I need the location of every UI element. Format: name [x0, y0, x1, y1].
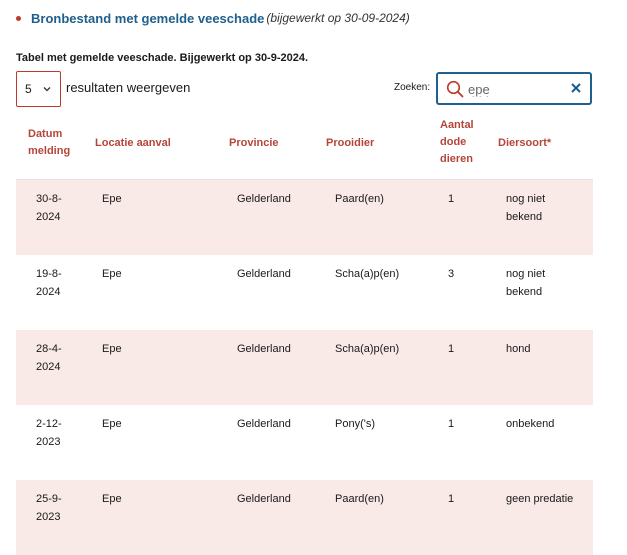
- cell-location: Epe: [102, 193, 122, 205]
- table-row: 30-8-2024 Epe Gelderland Paard(en) 1 nog…: [16, 180, 593, 255]
- cell-count: 1: [448, 343, 455, 355]
- chevron-down-icon: [43, 87, 51, 92]
- cell-location: Epe: [102, 343, 122, 355]
- cell-location: Epe: [102, 418, 122, 430]
- cell-prey: Pony('s): [335, 418, 375, 430]
- table-header: Datum melding Locatie aanval Provincie P…: [16, 110, 593, 180]
- cell-prey: Paard(en): [335, 193, 384, 205]
- search-input[interactable]: [468, 79, 568, 99]
- cell-prey: Scha(a)p(en): [335, 343, 400, 355]
- cell-location: Epe: [102, 493, 122, 505]
- bullet-dot-icon: [16, 15, 21, 21]
- cell-species: geen predatie: [506, 493, 574, 505]
- cell-province: Gelderland: [237, 193, 291, 205]
- cell-species: hond: [506, 343, 531, 355]
- cell-date: 25-9-2023: [36, 493, 62, 523]
- cell-date: 30-8-2024: [36, 193, 62, 223]
- cell-count: 1: [448, 493, 455, 505]
- cell-species: nog niet bekend: [506, 268, 546, 298]
- table-row: 25-9-2023 Epe Gelderland Paard(en) 1 gee…: [16, 480, 593, 555]
- cell-province: Gelderland: [237, 343, 291, 355]
- table-row: 2-12-2023 Epe Gelderland Pony('s) 1 onbe…: [16, 405, 593, 480]
- cell-province: Gelderland: [237, 418, 291, 430]
- cell-species: onbekend: [506, 418, 555, 430]
- column-header-province[interactable]: Provincie: [229, 137, 279, 149]
- column-header-species[interactable]: Diersoort*: [498, 137, 552, 149]
- column-header-prey[interactable]: Prooidier: [326, 137, 375, 149]
- column-header-location[interactable]: Locatie aanval: [95, 137, 171, 149]
- page-length-label: resultaten weergeven: [66, 80, 191, 95]
- cell-species: nog niet bekend: [506, 193, 546, 223]
- search-icon: [446, 80, 464, 98]
- search-box[interactable]: [436, 72, 592, 105]
- source-file-link[interactable]: Bronbestand met gemelde veeschade: [31, 10, 265, 26]
- cell-province: Gelderland: [237, 493, 291, 505]
- veeschade-table: Datum melding Locatie aanval Provincie P…: [16, 110, 593, 555]
- search-label: Zoeken:: [394, 82, 431, 93]
- cell-prey: Scha(a)p(en): [335, 268, 400, 280]
- cell-count: 1: [448, 193, 455, 205]
- page-length-value: 5: [25, 82, 32, 96]
- close-icon[interactable]: [570, 82, 582, 94]
- cell-date: 28-4-2024: [36, 343, 62, 373]
- cell-date: 19-8-2024: [36, 268, 62, 298]
- updated-note: (bijgewerkt op 30-09-2024): [266, 11, 410, 25]
- cell-count: 1: [448, 418, 455, 430]
- column-header-count[interactable]: Aantal dode dieren: [440, 119, 474, 165]
- source-file-item: Bronbestand met gemelde veeschade (bijge…: [16, 8, 410, 28]
- column-header-date[interactable]: Datum melding: [28, 128, 71, 157]
- cell-province: Gelderland: [237, 268, 291, 280]
- cell-prey: Paard(en): [335, 493, 384, 505]
- table-row: 19-8-2024 Epe Gelderland Scha(a)p(en) 3 …: [16, 255, 593, 330]
- page-length-select[interactable]: 5: [16, 71, 61, 107]
- table-row: 28-4-2024 Epe Gelderland Scha(a)p(en) 1 …: [16, 330, 593, 405]
- cell-count: 3: [448, 268, 455, 280]
- table-caption: Tabel met gemelde veeschade. Bijgewerkt …: [16, 52, 309, 64]
- cell-date: 2-12-2023: [36, 418, 62, 448]
- cell-location: Epe: [102, 268, 122, 280]
